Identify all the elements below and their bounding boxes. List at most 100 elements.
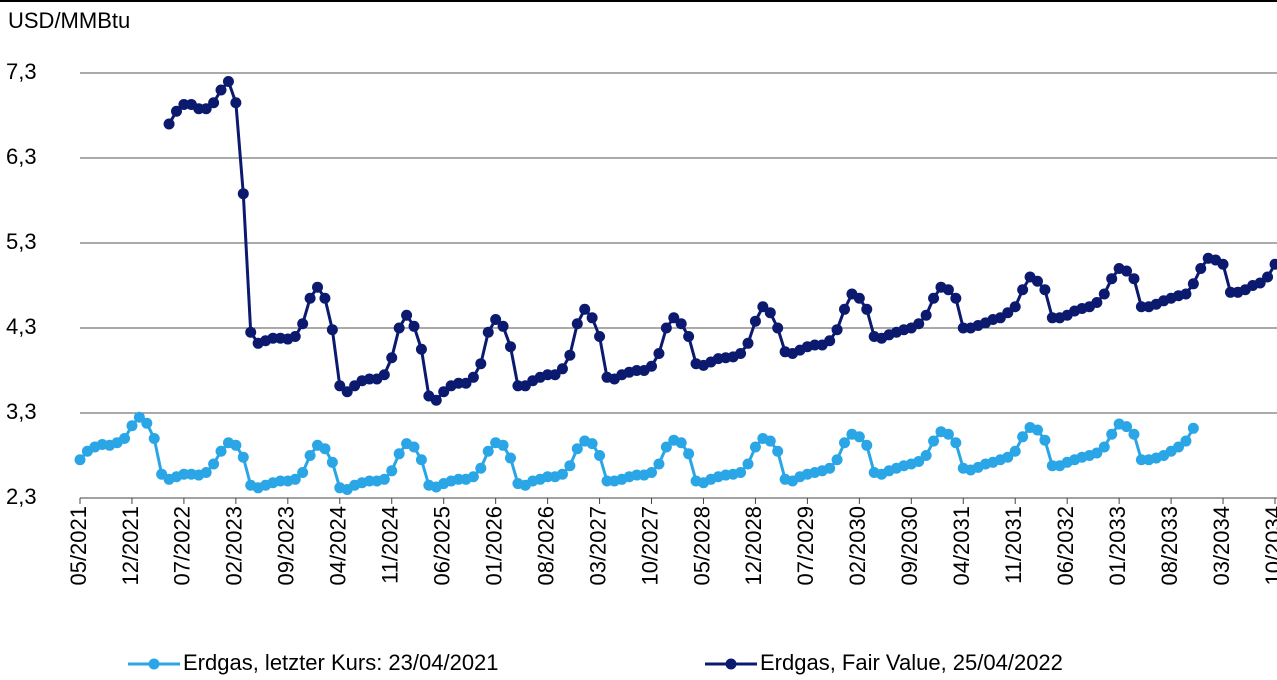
x-tick-label: 10/2027 (637, 506, 662, 586)
data-point (1009, 301, 1021, 313)
data-point (289, 331, 301, 342)
x-tick-label: 03/2034 (1209, 506, 1234, 586)
data-point (735, 348, 747, 359)
data-point (1254, 277, 1266, 289)
data-point (230, 439, 242, 451)
data-point (928, 292, 940, 304)
data-point (326, 456, 338, 468)
data-point (497, 439, 509, 451)
data-point (646, 467, 658, 478)
data-point (467, 471, 479, 483)
series-line (167, 78, 1277, 403)
x-tick-label: 10/2034 (1261, 506, 1277, 586)
data-point (1180, 288, 1192, 300)
data-point (757, 301, 769, 313)
x-tick-label: 07/2022 (170, 506, 195, 586)
x-tick-label: 01/2033 (1105, 506, 1130, 586)
x-tick-label: 11/2031 (1001, 506, 1026, 584)
data-point (1009, 445, 1021, 457)
data-point (393, 448, 405, 460)
data-point (482, 326, 494, 338)
data-point (208, 97, 220, 109)
data-point (215, 445, 227, 457)
data-point (408, 320, 420, 332)
data-point (148, 433, 160, 444)
legend-label: Erdgas, letzter Kurs: 23/04/2021 (183, 650, 499, 675)
data-point (772, 445, 784, 457)
data-point (497, 320, 509, 332)
data-point (831, 324, 843, 336)
data-point (749, 441, 761, 453)
data-point (1180, 435, 1192, 447)
data-point (378, 473, 390, 485)
data-point (913, 318, 925, 330)
x-tick-label: 12/2021 (118, 506, 143, 586)
data-point (564, 460, 576, 472)
data-point (200, 467, 212, 478)
data-point (430, 394, 442, 406)
x-tick-label: 09/2030 (897, 506, 922, 586)
data-point (297, 318, 309, 330)
y-tick-label: 7,3 (6, 59, 37, 84)
data-point (222, 76, 234, 87)
data-point (1002, 451, 1014, 463)
data-point (742, 337, 754, 349)
data-point (1195, 263, 1207, 274)
chart-title: USD/MMBtu (8, 8, 130, 33)
data-point (861, 303, 873, 315)
y-tick-label: 6,3 (6, 144, 37, 169)
x-tick-label: 06/2032 (1053, 506, 1078, 586)
data-point (1187, 278, 1199, 290)
data-point (141, 417, 153, 429)
x-tick-label: 06/2025 (430, 506, 455, 586)
data-point (824, 335, 836, 347)
legend-item: Erdgas, Fair Value, 25/04/2022 (705, 650, 1063, 675)
data-point (133, 411, 145, 423)
data-point (1091, 447, 1103, 459)
data-point (119, 433, 131, 444)
data-point (289, 473, 301, 485)
data-point (334, 380, 346, 392)
data-point (920, 450, 932, 461)
data-point (1091, 297, 1103, 308)
data-point (1173, 441, 1185, 453)
data-point (1031, 424, 1043, 436)
data-point (675, 437, 687, 449)
y-tick-label: 5,3 (6, 229, 37, 254)
data-point (735, 467, 747, 478)
data-point (839, 437, 851, 449)
data-point (764, 435, 776, 447)
data-point (74, 454, 86, 466)
data-point (950, 292, 962, 304)
data-point (1269, 258, 1277, 270)
x-tick-label: 02/2030 (845, 506, 870, 586)
x-tick-label: 04/2024 (326, 506, 351, 586)
data-point (1098, 288, 1110, 300)
data-point (1217, 258, 1229, 270)
data-point (326, 324, 338, 336)
data-point (764, 307, 776, 319)
data-point (245, 326, 257, 338)
data-point (319, 443, 331, 455)
legend-marker (725, 658, 737, 670)
x-tick-label: 09/2023 (274, 506, 299, 586)
data-point (853, 292, 865, 304)
data-point (415, 343, 427, 355)
data-point (319, 292, 331, 304)
data-point (646, 360, 658, 372)
data-point (1017, 431, 1029, 443)
data-point (408, 441, 420, 453)
legend-item: Erdgas, letzter Kurs: 23/04/2021 (128, 650, 499, 675)
data-point (475, 462, 487, 474)
data-point (378, 369, 390, 381)
data-point (1002, 307, 1014, 319)
data-point (237, 188, 249, 200)
x-tick-label: 05/2021 (66, 506, 91, 586)
x-tick-label: 04/2031 (949, 506, 974, 586)
data-point (749, 315, 761, 327)
x-tick-label: 05/2028 (689, 506, 714, 586)
data-point (831, 454, 843, 466)
data-point (1128, 428, 1140, 440)
data-point (1121, 265, 1133, 277)
